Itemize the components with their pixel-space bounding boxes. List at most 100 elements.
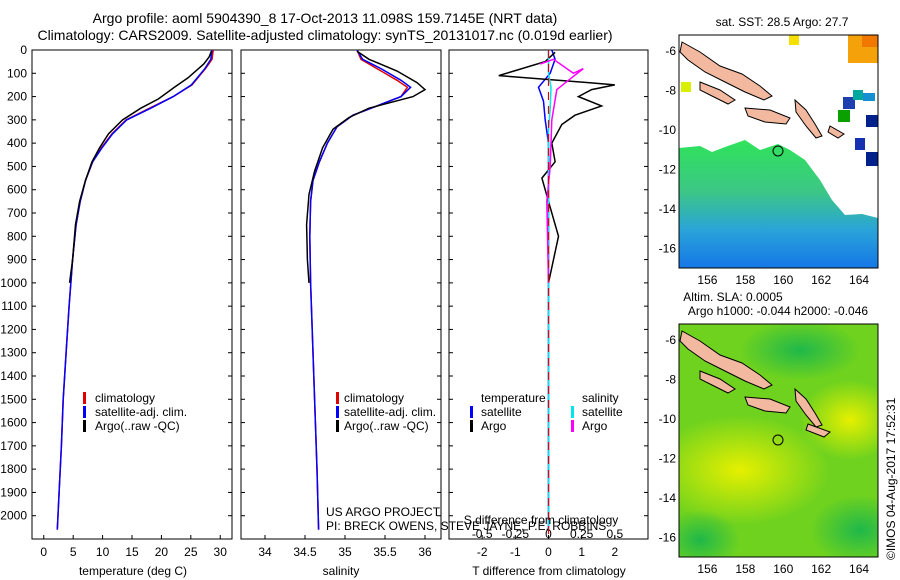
sst-map (679, 35, 878, 268)
title-line-2: Climatology: CARS2009. Satellite-adjuste… (37, 27, 613, 43)
island-malaita (794, 387, 823, 428)
map-lat-tick-label: -8 (665, 83, 676, 97)
sst-pixel (866, 152, 878, 166)
depth-tick-label: 600 (7, 183, 27, 197)
island-makira (805, 423, 831, 438)
map-lon-tick-label: 160 (773, 273, 793, 287)
island-makira (827, 125, 845, 139)
sst-map-title: sat. SST: 28.5 Argo: 27.7 (716, 15, 849, 29)
salinity-plot-frame (240, 49, 442, 540)
salinity-legend: climatology satellite-adj. clim. Argo(..… (336, 391, 436, 433)
depth-tick-label: 1500 (0, 392, 27, 406)
map-lat-tick-label: -10 (659, 123, 677, 137)
sla-low-anomaly (810, 495, 878, 557)
legend-label-argo: Argo(..raw -QC) (95, 419, 180, 433)
x-tick-label: 20 (155, 545, 169, 559)
map-lon-tick-label: 158 (735, 562, 755, 576)
legend-swatch-s-argo (571, 420, 574, 432)
map-lon-tick-label: 158 (735, 273, 755, 287)
depth-tick-label: 1700 (0, 439, 27, 453)
depth-tick-label: 1100 (1, 299, 27, 313)
x-tick-label: -2 (477, 545, 488, 559)
x-tick-label: 36 (418, 545, 432, 559)
legend-heading-temperature: temperature (481, 391, 546, 405)
depth-tick-label: 800 (7, 229, 27, 243)
map-lat-tick-label: -16 (659, 241, 677, 255)
x-tick-label: 2 (611, 545, 618, 559)
x-tick-label: 34.5 (293, 545, 317, 559)
map-lon-tick-label: 162 (811, 562, 831, 576)
sla-high-anomaly (800, 380, 878, 460)
sst-pixel (853, 90, 863, 100)
sla-map-frame (678, 323, 879, 558)
map-lat-tick-label: -14 (659, 491, 677, 505)
island-choiseul-isabel (679, 41, 773, 101)
map-lon-tick-label: 162 (811, 273, 831, 287)
sst-hot-patch (862, 35, 878, 47)
depth-tick-label: 200 (7, 90, 27, 104)
legend-swatch-climatology (83, 392, 86, 404)
depth-tick-label: 700 (7, 206, 27, 220)
x-tick-label: 5 (70, 545, 77, 559)
map-lat-tick-label: -6 (665, 44, 676, 58)
map-lon-tick-label: 164 (849, 562, 869, 576)
sst-pixel (789, 35, 799, 45)
profile-line-t-argo (498, 51, 615, 284)
temperature-legend: climatology satellite-adj. clim. Argo(..… (83, 391, 187, 433)
island-guadalcanal (744, 396, 791, 414)
profile-line-argo-raw-qc- (68, 50, 213, 283)
title-line-1: Argo profile: aoml 5904390_8 17-Oct-2013… (92, 10, 558, 26)
s-difference-axis-label: S difference from climatology (464, 513, 619, 527)
s-difference-tick-label: 0.25 (570, 527, 594, 541)
legend-swatch-satellite (336, 406, 339, 418)
argo-float-marker (772, 145, 784, 157)
x-tick-label: 15 (125, 545, 139, 559)
temperature-axis-label: temperature (deg C) (79, 564, 187, 578)
salinity-axis-label: salinity (323, 564, 360, 578)
map-lon-tick-label: 156 (697, 562, 717, 576)
argo-float-marker (772, 434, 784, 446)
x-tick-label: 30 (214, 545, 228, 559)
sst-pixel (843, 97, 855, 109)
legend-swatch-climatology (336, 392, 339, 404)
legend-swatch-t-satellite (470, 406, 473, 418)
x-tick-label: 35 (338, 545, 352, 559)
sla-high-anomaly (679, 415, 830, 525)
map-lat-tick-label: -8 (665, 372, 676, 386)
legend-label-satellite: satellite-adj. clim. (344, 405, 436, 419)
depth-tick-label: 1800 (0, 462, 27, 476)
sst-map-frame (678, 34, 879, 269)
sla-low-anomaly (740, 324, 860, 380)
x-tick-label: 25 (184, 545, 198, 559)
legend-label-argo: Argo(..raw -QC) (344, 419, 429, 433)
t-difference-axis-label: T difference from climatology (472, 564, 626, 578)
legend-swatch-s-satellite (571, 406, 574, 418)
legend-swatch-satellite (83, 406, 86, 418)
depth-tick-label: 400 (7, 136, 27, 150)
map-lat-tick-label: -10 (659, 412, 677, 426)
legend-label-climatology: climatology (95, 391, 155, 405)
depth-tick-label: 1400 (0, 369, 27, 383)
x-tick-label: 34 (258, 545, 272, 559)
s-difference-tick-label: -0.5 (472, 527, 493, 541)
depth-tick-label: 0 (20, 43, 27, 57)
sst-pixel (863, 93, 875, 101)
sla-low-anomaly (679, 510, 740, 557)
map-lat-tick-label: -16 (659, 530, 677, 544)
depth-tick-label: 1300 (0, 346, 27, 360)
depth-tick-label: 1000 (0, 276, 27, 290)
map-lat-tick-label: -12 (659, 162, 677, 176)
sst-pixel (855, 138, 865, 150)
depth-tick-label: 300 (7, 113, 27, 127)
legend-label-s-satellite: satellite (582, 405, 623, 419)
map-lat-tick-label: -12 (659, 451, 677, 465)
sst-pixel (681, 82, 691, 92)
figure-title: Argo profile: aoml 5904390_8 17-Oct-2013… (0, 10, 650, 44)
depth-tick-label: 900 (7, 253, 27, 267)
sst-pixel (866, 115, 878, 127)
project-note-line-2: PI: BRECK OWENS, STEVE JAYNE, P.E. ROBBI… (326, 519, 606, 533)
legend-heading-salinity: salinity (582, 391, 619, 405)
credit-stamp: ©IMOS 04-Aug-2017 17:52:31 (884, 397, 898, 560)
map-lat-tick-label: -14 (659, 202, 677, 216)
